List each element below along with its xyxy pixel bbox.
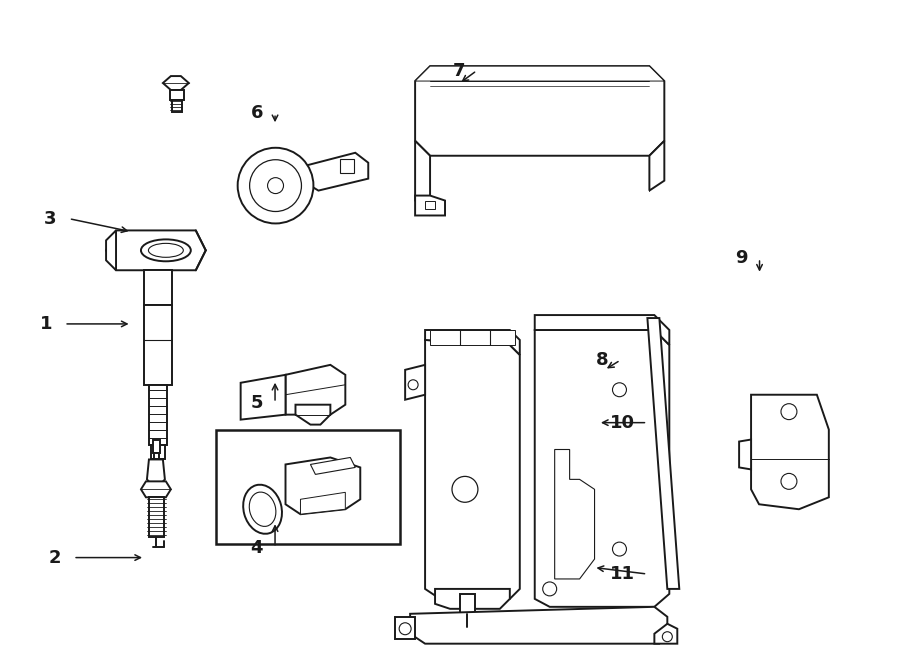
Polygon shape xyxy=(415,66,664,81)
Bar xyxy=(154,453,159,459)
Circle shape xyxy=(543,582,557,596)
Polygon shape xyxy=(285,457,360,514)
Circle shape xyxy=(781,473,797,489)
Polygon shape xyxy=(405,365,425,400)
Text: 2: 2 xyxy=(49,549,61,566)
Text: 5: 5 xyxy=(250,394,263,412)
Bar xyxy=(148,497,164,537)
Bar xyxy=(148,385,166,444)
Polygon shape xyxy=(153,459,163,471)
Circle shape xyxy=(238,148,313,223)
Ellipse shape xyxy=(243,485,282,534)
Polygon shape xyxy=(106,231,116,270)
Polygon shape xyxy=(415,141,430,215)
Polygon shape xyxy=(106,231,206,270)
Polygon shape xyxy=(147,459,165,489)
Circle shape xyxy=(662,632,672,642)
Text: 9: 9 xyxy=(735,249,748,267)
Polygon shape xyxy=(650,141,664,190)
Bar xyxy=(460,330,490,345)
Circle shape xyxy=(267,178,284,194)
Text: 6: 6 xyxy=(250,104,263,122)
Text: 1: 1 xyxy=(40,315,52,333)
Text: 3: 3 xyxy=(44,210,57,227)
Text: 7: 7 xyxy=(453,61,465,79)
Bar xyxy=(340,159,355,173)
Bar xyxy=(395,617,415,639)
Circle shape xyxy=(613,383,626,397)
Ellipse shape xyxy=(249,492,276,526)
Bar xyxy=(153,440,160,453)
Circle shape xyxy=(249,160,302,212)
Bar xyxy=(151,444,165,459)
Polygon shape xyxy=(739,440,752,469)
Polygon shape xyxy=(554,449,595,579)
Bar xyxy=(170,90,184,100)
Polygon shape xyxy=(535,330,670,607)
Ellipse shape xyxy=(141,239,191,261)
Polygon shape xyxy=(654,624,678,644)
Circle shape xyxy=(781,404,797,420)
Polygon shape xyxy=(410,607,667,644)
Polygon shape xyxy=(435,589,509,609)
Text: 10: 10 xyxy=(610,414,635,432)
Polygon shape xyxy=(305,153,368,190)
Polygon shape xyxy=(415,196,445,215)
Circle shape xyxy=(408,380,418,390)
Ellipse shape xyxy=(148,243,184,257)
Polygon shape xyxy=(240,375,285,420)
Polygon shape xyxy=(647,318,680,589)
Polygon shape xyxy=(460,594,475,614)
Text: 4: 4 xyxy=(250,539,263,557)
Polygon shape xyxy=(415,66,664,156)
Text: 11: 11 xyxy=(610,565,635,583)
Polygon shape xyxy=(163,76,189,90)
Text: 8: 8 xyxy=(596,351,608,369)
Polygon shape xyxy=(141,481,171,497)
Polygon shape xyxy=(295,405,330,424)
Polygon shape xyxy=(535,315,670,345)
Bar xyxy=(425,200,435,208)
Circle shape xyxy=(613,542,626,556)
Bar xyxy=(430,330,460,345)
Polygon shape xyxy=(301,492,346,514)
Bar xyxy=(144,305,172,385)
Polygon shape xyxy=(285,365,346,414)
Polygon shape xyxy=(752,395,829,509)
Polygon shape xyxy=(425,330,520,355)
Circle shape xyxy=(400,623,411,635)
Polygon shape xyxy=(425,340,520,599)
Polygon shape xyxy=(310,457,356,475)
Circle shape xyxy=(452,477,478,502)
Bar xyxy=(216,430,400,544)
Bar xyxy=(172,100,182,112)
Bar xyxy=(490,330,515,345)
Bar xyxy=(144,270,172,305)
